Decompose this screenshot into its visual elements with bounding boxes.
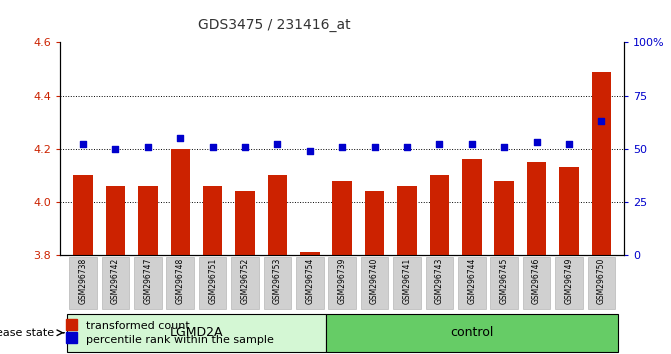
FancyBboxPatch shape <box>231 257 259 309</box>
Text: GSM296749: GSM296749 <box>564 258 574 304</box>
Text: disease state: disease state <box>0 328 54 338</box>
Text: GSM296741: GSM296741 <box>403 258 411 304</box>
FancyBboxPatch shape <box>328 257 356 309</box>
Text: GSM296744: GSM296744 <box>467 258 476 304</box>
Bar <box>429 175 449 255</box>
Point <box>531 139 542 145</box>
Text: GSM296751: GSM296751 <box>208 258 217 304</box>
Point <box>305 148 315 154</box>
Point <box>337 144 348 149</box>
Text: GSM296740: GSM296740 <box>370 258 379 304</box>
FancyBboxPatch shape <box>491 257 518 309</box>
Point <box>110 146 121 152</box>
Text: control: control <box>450 326 493 339</box>
Bar <box>559 167 578 255</box>
FancyBboxPatch shape <box>102 257 130 309</box>
Bar <box>365 191 384 255</box>
Text: GSM296742: GSM296742 <box>111 258 120 304</box>
Bar <box>170 149 190 255</box>
Text: GDS3475 / 231416_at: GDS3475 / 231416_at <box>198 18 351 32</box>
Point <box>175 135 186 141</box>
Point <box>499 144 509 149</box>
FancyBboxPatch shape <box>425 257 453 309</box>
FancyBboxPatch shape <box>264 257 291 309</box>
Bar <box>106 186 125 255</box>
Bar <box>592 72 611 255</box>
Bar <box>236 191 255 255</box>
Legend: transformed count, percentile rank within the sample: transformed count, percentile rank withi… <box>66 321 274 345</box>
Text: GSM296747: GSM296747 <box>144 258 152 304</box>
Text: LGMD2A: LGMD2A <box>170 326 223 339</box>
Point <box>142 144 153 149</box>
FancyBboxPatch shape <box>134 257 162 309</box>
Bar <box>203 186 222 255</box>
Text: GSM296754: GSM296754 <box>305 258 314 304</box>
FancyBboxPatch shape <box>199 257 226 309</box>
Text: GSM296743: GSM296743 <box>435 258 444 304</box>
Bar <box>138 186 158 255</box>
Point <box>240 144 250 149</box>
Text: GSM296750: GSM296750 <box>597 258 606 304</box>
FancyBboxPatch shape <box>69 257 97 309</box>
Point <box>596 118 607 124</box>
Point <box>78 142 89 147</box>
Text: GSM296745: GSM296745 <box>500 258 509 304</box>
Bar <box>462 159 482 255</box>
FancyBboxPatch shape <box>588 257 615 309</box>
FancyBboxPatch shape <box>555 257 582 309</box>
Bar <box>495 181 514 255</box>
Point <box>466 142 477 147</box>
FancyBboxPatch shape <box>393 257 421 309</box>
FancyBboxPatch shape <box>458 257 486 309</box>
Bar <box>300 252 319 255</box>
Point <box>272 142 282 147</box>
FancyBboxPatch shape <box>166 257 194 309</box>
Text: GSM296746: GSM296746 <box>532 258 541 304</box>
Text: GSM296738: GSM296738 <box>79 258 87 304</box>
FancyBboxPatch shape <box>296 257 323 309</box>
Bar <box>73 175 93 255</box>
Point <box>434 142 445 147</box>
FancyBboxPatch shape <box>523 257 550 309</box>
Point <box>207 144 218 149</box>
Bar <box>527 162 546 255</box>
Text: GSM296739: GSM296739 <box>338 258 347 304</box>
Text: GSM296753: GSM296753 <box>273 258 282 304</box>
Bar <box>397 186 417 255</box>
FancyBboxPatch shape <box>361 257 389 309</box>
Bar <box>268 175 287 255</box>
FancyBboxPatch shape <box>326 314 617 352</box>
Text: GSM296748: GSM296748 <box>176 258 185 304</box>
Point <box>369 144 380 149</box>
Point <box>402 144 413 149</box>
Bar <box>333 181 352 255</box>
FancyBboxPatch shape <box>67 314 326 352</box>
Text: GSM296752: GSM296752 <box>240 258 250 304</box>
Point <box>564 142 574 147</box>
